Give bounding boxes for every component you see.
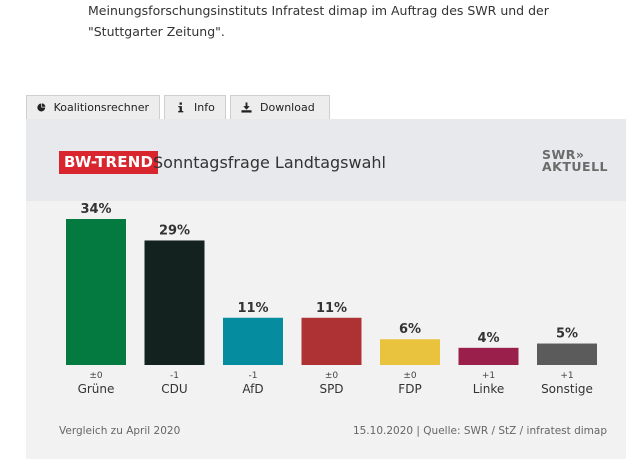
bar-gruene [66, 219, 126, 365]
intro-text: Meinungsforschungsinstituts Infratest di… [88, 0, 608, 42]
value-label-sonstige: 5% [556, 327, 578, 342]
value-label-spd: 11% [316, 301, 347, 316]
tab-download-label: Download [260, 101, 315, 114]
category-label-sonstige: Sonstige [541, 382, 593, 396]
chart-title: Sonntagsfrage Landtagswahl [153, 153, 386, 172]
change-label-linke: +1 [482, 371, 495, 381]
logo-line-2: AKTUELL [542, 159, 609, 174]
logo-line-1: SWR» [542, 147, 585, 162]
bar-fdp [380, 339, 440, 365]
change-label-fdp: ±0 [403, 371, 417, 381]
bar-spd [301, 317, 362, 365]
category-label-afd: AfD [242, 382, 263, 396]
swr-aktuell-logo: SWR» AKTUELL [542, 147, 610, 174]
tab-info[interactable]: Info [164, 95, 226, 119]
bw-trend-badge: BW-TREND [59, 151, 159, 174]
category-label-fdp: FDP [398, 382, 421, 396]
change-label-cdu: -1 [170, 371, 179, 381]
category-label-gruene: Grüne [78, 382, 115, 396]
source-note: 15.10.2020 | Quelle: SWR / StZ / infrate… [352, 425, 607, 437]
value-label-afd: 11% [237, 301, 268, 316]
tab-download[interactable]: Download [230, 95, 330, 119]
bar-chart: 34% ±0 Grüne 29% -1 CDU 11% -1 AfD 11% ±0 SPD 6% ±0 FD… [26, 201, 626, 401]
bar-chart-svg: 34%±0Grüne29%-1CDU11%-1AfD11%±0SPD6%±0FD… [66, 202, 597, 396]
value-label-cdu: 29% [159, 223, 190, 238]
pie-chart-icon [37, 103, 46, 112]
tab-info-label: Info [194, 101, 215, 114]
bar-afd [223, 317, 283, 365]
change-label-sonstige: +1 [560, 371, 573, 381]
intro-line-1: Meinungsforschungsinstituts Infratest di… [88, 3, 549, 18]
category-label-linke: Linke [473, 382, 505, 396]
chart-header: BW-TREND Sonntagsfrage Landtagswahl SWR»… [26, 119, 626, 201]
intro-line-2: "Stuttgarter Zeitung". [88, 24, 225, 39]
change-label-gruene: ±0 [89, 371, 103, 381]
value-label-fdp: 6% [399, 322, 421, 337]
category-label-spd: SPD [319, 382, 343, 396]
bar-sonstige [537, 343, 597, 365]
tab-bar: Koalitionsrechner Info Download [26, 95, 334, 119]
download-icon [241, 102, 252, 113]
tab-koalitionsrechner-label: Koalitionsrechner [53, 101, 149, 114]
bar-linke [458, 347, 519, 365]
info-icon [178, 102, 184, 113]
bar-cdu [144, 240, 205, 365]
comparison-note: Vergleich zu April 2020 [59, 425, 181, 437]
value-label-gruene: 34% [80, 202, 111, 217]
value-label-linke: 4% [477, 331, 499, 346]
change-label-spd: ±0 [325, 371, 339, 381]
change-label-afd: -1 [249, 371, 258, 381]
tab-koalitionsrechner[interactable]: Koalitionsrechner [26, 95, 160, 119]
chart-panel: BW-TREND Sonntagsfrage Landtagswahl SWR»… [26, 119, 626, 459]
category-label-cdu: CDU [161, 382, 187, 396]
